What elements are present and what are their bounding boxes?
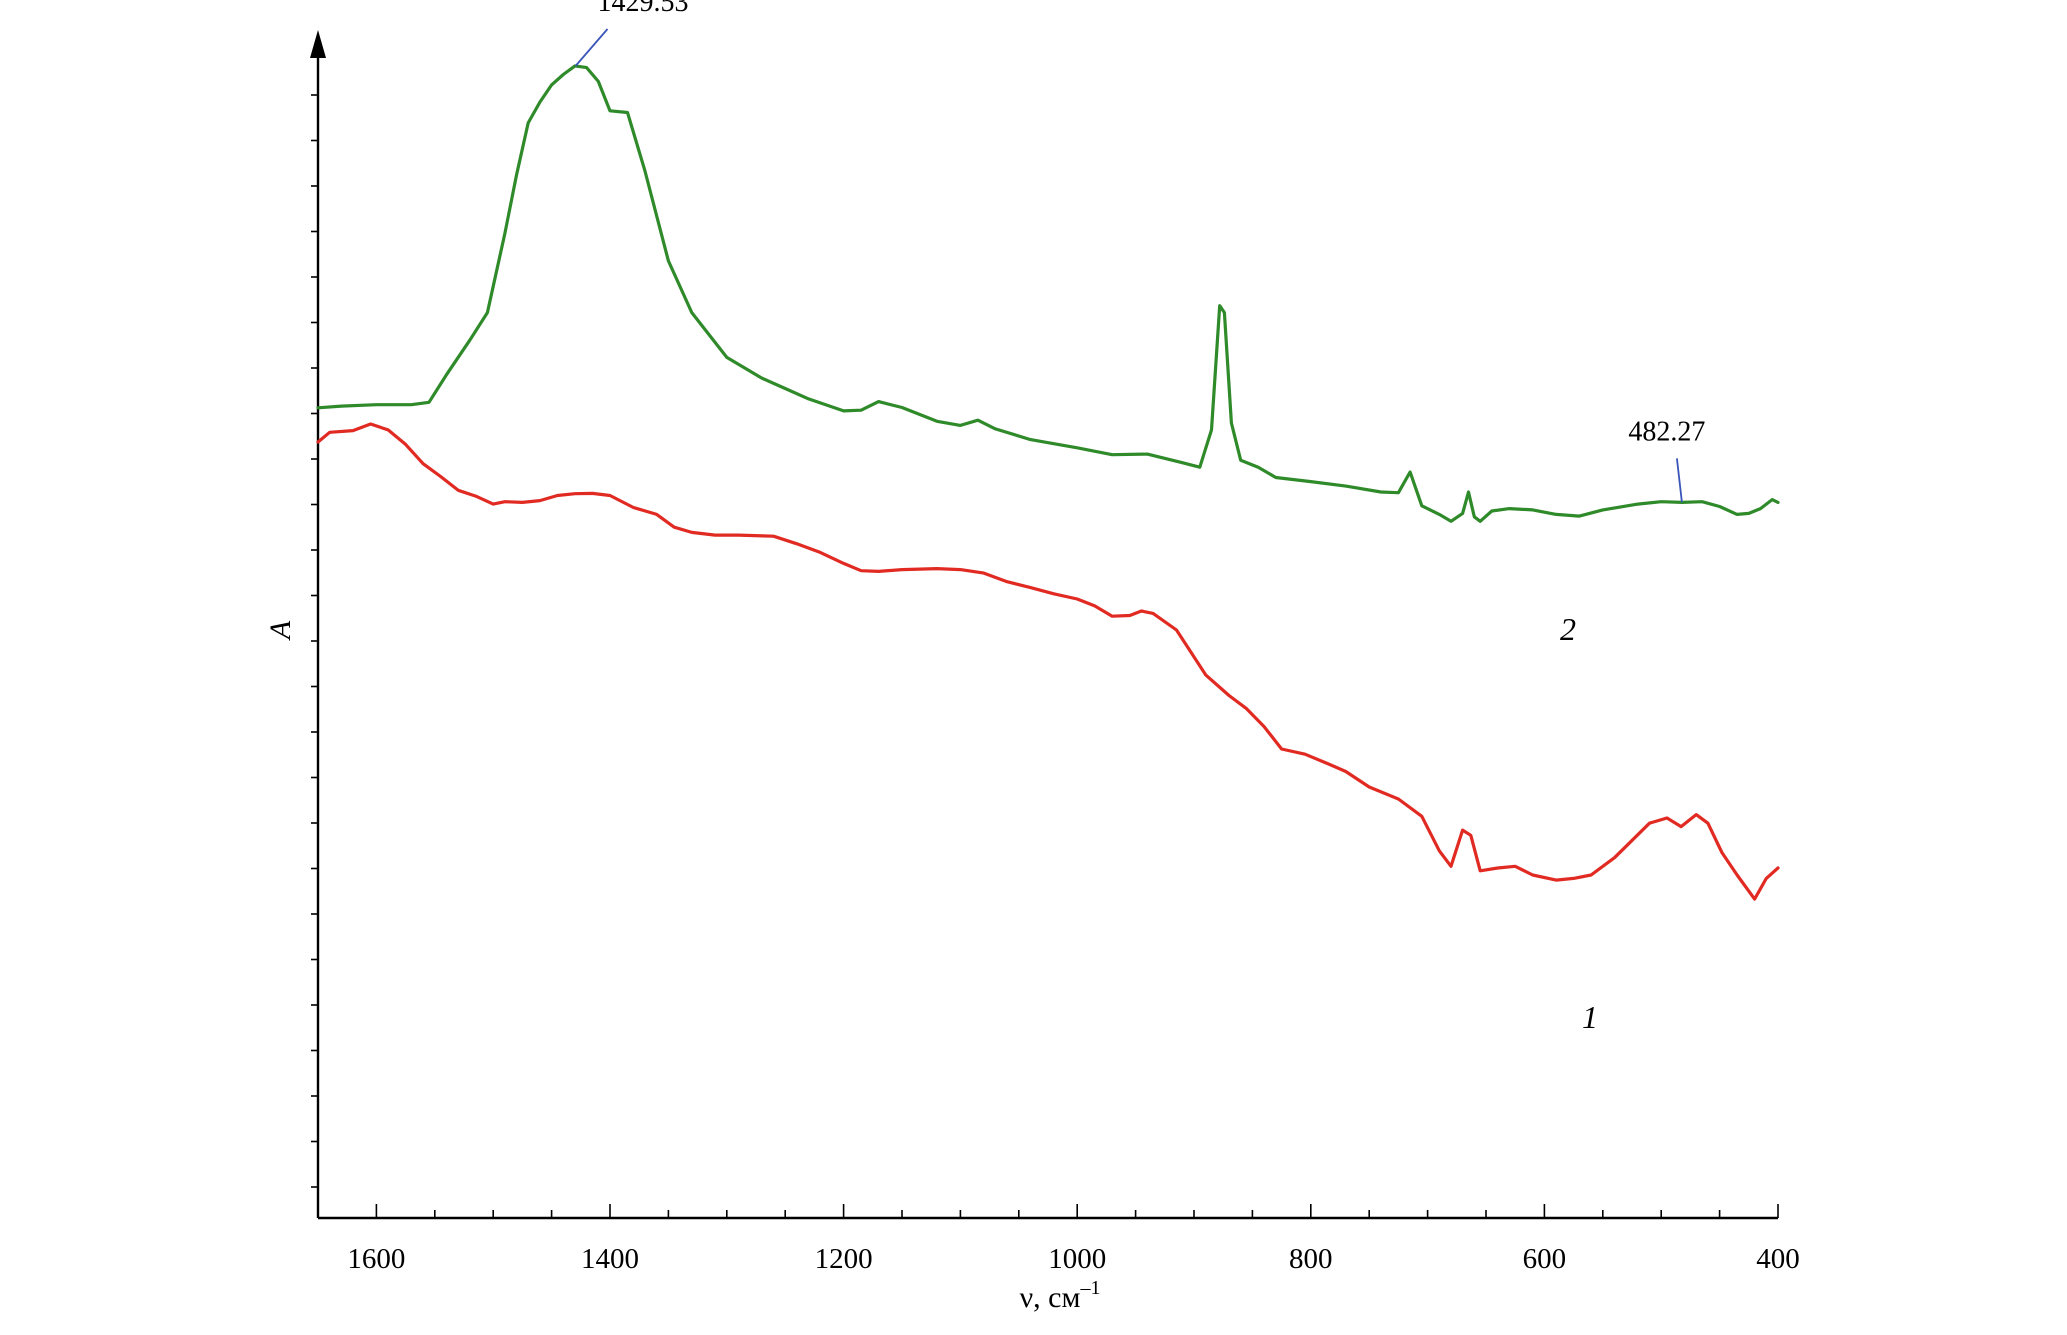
annotation-leader: [574, 28, 609, 67]
annotations: 1429.53 482.27: [574, 0, 1705, 503]
x-tick-label: 1400: [581, 1243, 639, 1275]
y-axis-label: A: [264, 620, 297, 641]
x-axis-label-superscript: –1: [1079, 1277, 1100, 1299]
annotation-label: 1429.53: [598, 0, 689, 18]
series-label-2: 2: [1560, 611, 1576, 647]
x-axis-label-text: ν, см: [1020, 1281, 1081, 1314]
x-axis-label: ν, см–1: [1020, 1277, 1101, 1314]
y-axis-arrow-icon: [310, 30, 326, 58]
annotation-leader: [1676, 458, 1683, 503]
x-ticks: 1600 1400 1200 1000 800 600 400: [317, 1204, 1800, 1275]
x-tick-label: 1600: [347, 1243, 405, 1275]
y-ticks: [311, 94, 318, 1188]
x-tick-label: 400: [1756, 1243, 1800, 1275]
x-tick-label: 1200: [815, 1243, 873, 1275]
x-tick-label: 1000: [1048, 1243, 1106, 1275]
series-lines: 21: [316, 64, 1780, 1035]
series-line-1: [316, 422, 1780, 901]
series-label-1: 1: [1582, 999, 1598, 1035]
x-tick-label: 600: [1523, 1243, 1567, 1275]
x-tick-label: 800: [1289, 1243, 1333, 1275]
annotation-label: 482.27: [1628, 416, 1705, 447]
series-line-2: [316, 64, 1780, 523]
axes: [310, 30, 1778, 1220]
